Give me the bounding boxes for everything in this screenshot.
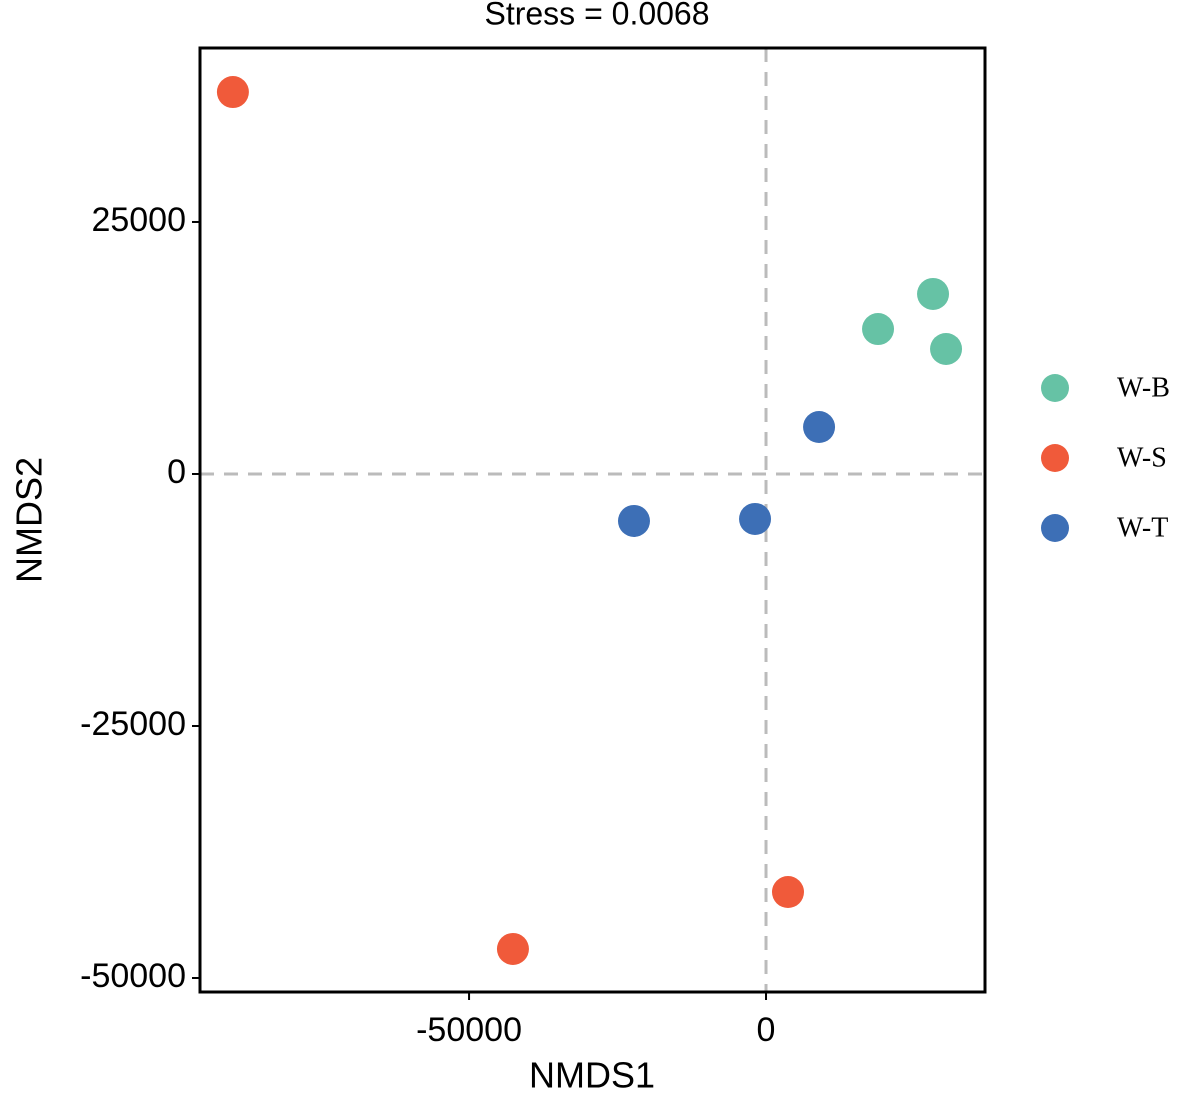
point — [862, 313, 895, 346]
legend-label: W-T — [1117, 512, 1168, 543]
chart-title: Stress = 0.0068 — [484, 0, 709, 31]
x-axis-title: NMDS1 — [529, 1055, 655, 1096]
legend-marker — [1041, 444, 1069, 472]
point — [617, 504, 650, 537]
point — [739, 502, 772, 535]
legend-marker — [1041, 374, 1069, 402]
point — [930, 332, 963, 365]
point — [917, 277, 950, 310]
x-tick-label: -50000 — [416, 1011, 522, 1049]
point — [803, 411, 836, 444]
y-tick-label: 25000 — [91, 201, 186, 239]
legend-label: W-S — [1117, 442, 1167, 473]
y-tick-label: -50000 — [80, 957, 186, 995]
legend-label: W-B — [1117, 372, 1170, 403]
y-tick-label: 0 — [167, 453, 186, 491]
point — [771, 876, 804, 909]
y-axis-title: NMDS2 — [9, 457, 50, 583]
point — [496, 932, 529, 965]
x-tick-label: 0 — [757, 1011, 776, 1049]
y-tick-label: -25000 — [80, 705, 186, 743]
plot-border — [198, 46, 987, 994]
legend-marker — [1041, 514, 1069, 542]
point — [216, 76, 249, 109]
